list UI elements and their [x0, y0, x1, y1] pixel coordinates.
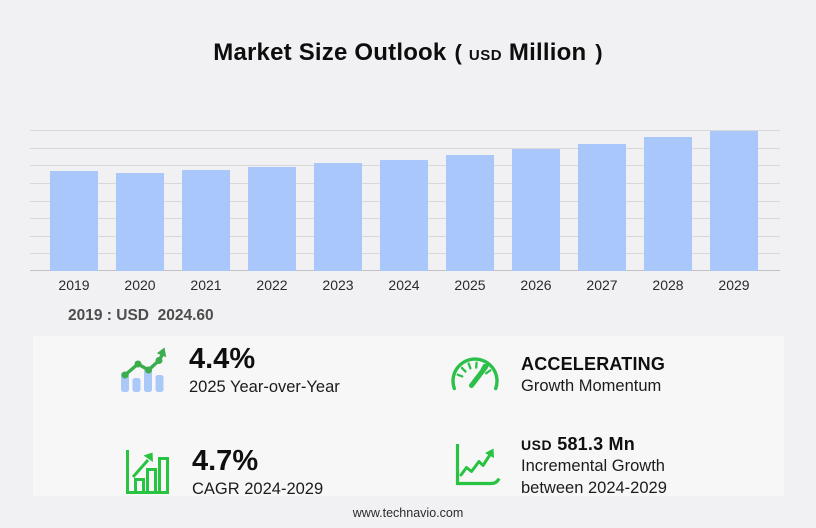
bar-2020[interactable]	[116, 173, 164, 271]
gauge-icon	[448, 353, 502, 397]
website-text: www.technavio.com	[352, 506, 464, 520]
plot-area: 2019 2020 2021 2022 2023 2024 2025 2026 2027 2028…	[30, 130, 780, 293]
x-tick-label: 2019	[58, 277, 90, 293]
momentum-label: Growth Momentum	[521, 377, 662, 396]
chart-title-main: Market Size Outlook	[213, 39, 447, 66]
stat-momentum: ACCELERATING Growth Momentum	[448, 352, 665, 398]
yoy-label: 2025 Year-over-Year	[189, 377, 340, 396]
title-unit-magnitude: Million	[508, 39, 587, 66]
x-tick-label: 2029	[718, 277, 750, 293]
incremental-value-currency: USD	[521, 437, 553, 453]
title-paren-close: )	[595, 40, 603, 65]
x-tick-label: 2022	[256, 277, 288, 293]
bar-2027[interactable]	[578, 143, 626, 271]
bar-2028[interactable]	[644, 137, 692, 271]
trend-bars-up-icon	[118, 344, 170, 396]
x-tick-label: 2026	[520, 277, 552, 293]
gridline	[30, 130, 780, 131]
cagr-value: 4.7%	[192, 445, 259, 477]
line-growth-icon	[452, 441, 502, 491]
incremental-value: USD 581.3 Mn	[521, 432, 667, 456]
stat-cagr: 4.7% CAGR 2024-2029	[123, 444, 323, 501]
stat-yoy: 4.4% 2025 Year-over-Year	[118, 342, 340, 399]
x-tick-label: 2025	[454, 277, 486, 293]
title-unit-currency: USD	[468, 47, 503, 64]
bar-2019[interactable]	[50, 170, 98, 271]
incremental-label-line2: between 2024-2029	[521, 479, 667, 498]
stat-incremental: USD 581.3 Mn Incremental Growth between …	[452, 432, 667, 500]
x-tick-label: 2027	[586, 277, 618, 293]
x-tick-label: 2023	[322, 277, 354, 293]
bar-2026[interactable]	[512, 149, 560, 271]
bar-growth-icon	[123, 448, 171, 496]
momentum-value: ACCELERATING	[521, 354, 666, 374]
incremental-value-amount: 581.3 Mn	[557, 434, 635, 454]
x-tick-label: 2024	[388, 277, 420, 293]
bar-2023[interactable]	[314, 163, 362, 271]
bar-2025[interactable]	[446, 154, 494, 271]
chart-title: Market Size Outlook ( USD Million )	[0, 39, 816, 67]
bar-2029[interactable]	[710, 130, 758, 271]
x-tick-label: 2021	[190, 277, 222, 293]
bar-2022[interactable]	[248, 167, 296, 271]
gridline	[30, 148, 780, 149]
yoy-value: 4.4%	[189, 343, 256, 375]
incremental-label-line1: Incremental Growth	[521, 457, 665, 476]
x-tick-label: 2028	[652, 277, 684, 293]
first-year-value-label: 2019 : USD 2024.60	[68, 307, 214, 324]
title-paren-open: (	[454, 40, 462, 65]
bar-2021[interactable]	[182, 170, 230, 271]
cagr-label: CAGR 2024-2029	[192, 479, 324, 498]
x-tick-label: 2020	[124, 277, 156, 293]
bar-2024[interactable]	[380, 159, 428, 271]
